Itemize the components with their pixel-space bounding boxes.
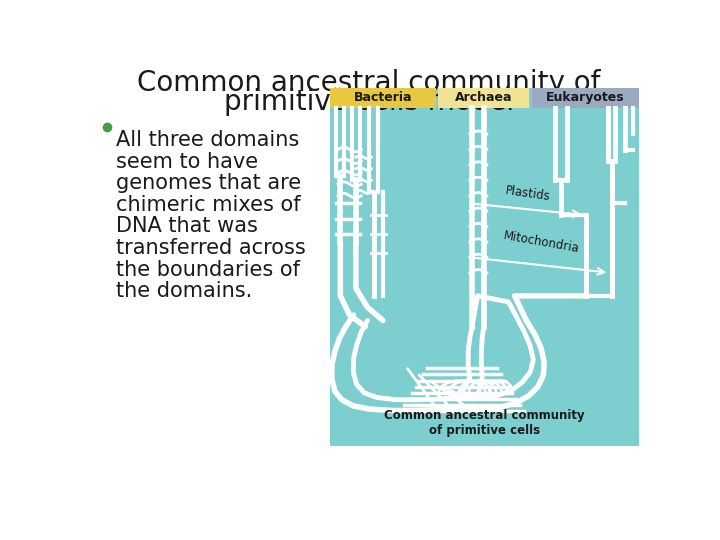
Text: seem to have: seem to have [116, 152, 258, 172]
Text: Archaea: Archaea [455, 91, 513, 104]
Text: the boundaries of: the boundaries of [116, 260, 300, 280]
Bar [330, 88, 436, 108]
Text: Plastids: Plastids [505, 184, 552, 204]
Text: genomes that are: genomes that are [116, 173, 301, 193]
Text: Bacteria: Bacteria [354, 91, 412, 104]
Text: DNA that was: DNA that was [116, 217, 258, 237]
Text: transferred across: transferred across [116, 238, 305, 258]
Text: Eukaryotes: Eukaryotes [546, 91, 624, 104]
Bar [438, 88, 529, 108]
Text: Common ancestral community of: Common ancestral community of [138, 69, 600, 97]
Bar [532, 88, 639, 108]
Text: primitive cells model: primitive cells model [224, 88, 514, 116]
Text: Mitochondria: Mitochondria [502, 230, 580, 256]
Text: Common ancestral community
of primitive cells: Common ancestral community of primitive … [384, 409, 585, 437]
Bar [330, 88, 639, 446]
Text: All three domains: All three domains [116, 130, 299, 150]
Text: the domains.: the domains. [116, 281, 252, 301]
Text: chimeric mixes of: chimeric mixes of [116, 195, 300, 215]
